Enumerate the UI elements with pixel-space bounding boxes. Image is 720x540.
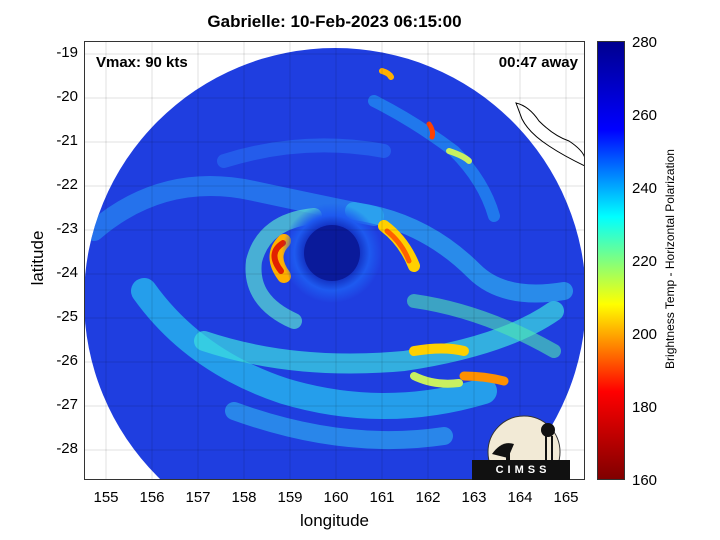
colorbar [597,41,625,480]
map-grid [84,41,585,480]
x-tick-label: 161 [369,489,395,506]
swath-disk [84,48,585,480]
time-away-label: 00:47 away [498,54,578,71]
x-tick-label: 155 [93,489,119,506]
x-tick-label: 156 [139,489,165,506]
colorbar-tick: 180 [632,399,658,416]
y-tick-label: -25 [56,308,78,325]
y-tick-label: -19 [56,44,78,61]
colorbar-tick: 160 [632,472,658,489]
x-axis-label: longitude [299,511,369,530]
map-area [84,41,585,480]
x-tick-label: 157 [185,489,211,506]
x-tick-label: 164 [507,489,533,506]
y-tick-label: -20 [56,88,78,105]
colorbar-tick: 220 [632,253,658,270]
y-tick-label: -22 [56,176,78,193]
y-tick-label: -23 [56,220,78,237]
brightness-temp-map [84,41,585,480]
y-axis-label: latitude [28,230,47,286]
y-tick-label: -28 [56,440,78,457]
y-tick-label: -21 [56,132,78,149]
x-tick-label: 158 [231,489,257,506]
storm-eye [304,225,360,281]
colorbar-tick: 280 [632,34,658,51]
plot-title: Gabrielle: 10-Feb-2023 06:15:00 [207,12,462,31]
y-tick-label: -24 [56,264,78,281]
cimss-logo-text: CIMSS [495,464,551,476]
x-tick-label: 163 [461,489,487,506]
coastline [515,102,585,167]
cimss-logo [472,415,570,480]
vmax-label: Vmax: 90 kts [96,54,188,71]
map-frame [84,41,585,480]
x-tick-label: 165 [553,489,579,506]
colorbar-tick: 260 [632,107,658,124]
x-tick-label: 162 [415,489,441,506]
y-tick-label: -27 [56,396,78,413]
x-tick-label: 160 [323,489,349,506]
colorbar-tick: 240 [632,180,658,197]
y-tick-label: -26 [56,352,78,369]
colorbar-label: Brightness Temp - Horizontal Polarizatio… [663,149,677,369]
x-tick-label: 159 [277,489,303,506]
colorbar-tick: 200 [632,326,658,343]
